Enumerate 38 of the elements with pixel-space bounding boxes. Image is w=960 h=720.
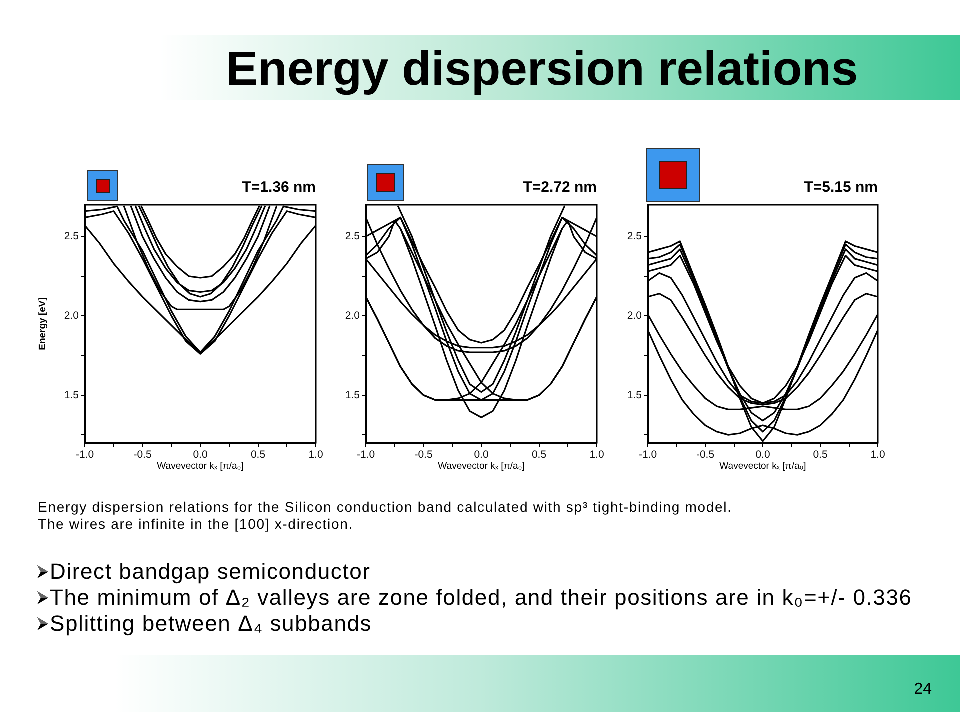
- x-tick-label: -0.5: [414, 449, 433, 462]
- x-tick-label: -1.0: [638, 449, 658, 462]
- x-tick-label: -0.5: [696, 449, 715, 462]
- y-tick-label: 2.5: [64, 230, 80, 243]
- y-tick-label: 1.5: [64, 389, 80, 402]
- x-tick-label: 0.0: [193, 449, 208, 462]
- chart-title: T=2.72 nm: [523, 179, 597, 196]
- text: Energy dispersion relations: [226, 42, 858, 98]
- text: 24: [914, 681, 932, 699]
- text: Splitting between Δ₄ subbands: [50, 611, 372, 637]
- text: The minimum of Δ₂ valleys are zone folded, and their positions are in k₀=+/- 0.336: [50, 585, 912, 611]
- text: Energy dispersion relations for the Silicon conduction band calculated with sp³ tight-binding model.: [38, 499, 732, 516]
- y-axis-title: Energy [eV]: [37, 298, 48, 350]
- chart-title: T=1.36 nm: [242, 179, 316, 196]
- x-tick-label: -1.0: [356, 449, 376, 462]
- x-axis-title: Wavevector kₓ [π/a₀]: [720, 460, 806, 472]
- x-tick-label: 0.5: [813, 449, 828, 462]
- x-tick-label: 0.0: [756, 449, 770, 462]
- x-tick-label: 0.0: [474, 449, 489, 462]
- text: The wires are infinite in the [100] x-direction.: [38, 516, 354, 533]
- y-tick-label: 2.0: [64, 310, 80, 322]
- x-tick-label: 0.5: [532, 449, 547, 462]
- x-tick-label: 1.0: [590, 449, 604, 462]
- x-tick-label: -1.0: [76, 449, 94, 462]
- x-tick-label: 1.0: [308, 449, 324, 462]
- x-axis-title: Wavevector kₓ [π/a₀]: [438, 460, 525, 472]
- y-tick-label: 1.5: [627, 389, 642, 402]
- y-tick-label: 2.0: [627, 310, 642, 322]
- y-tick-label: 2.5: [627, 230, 642, 243]
- x-axis-title: Wavevector kₓ [π/a₀]: [157, 460, 244, 472]
- x-tick-label: -0.5: [134, 449, 152, 462]
- text: Direct bandgap semiconductor: [50, 559, 371, 585]
- x-tick-label: 0.5: [250, 449, 266, 462]
- y-tick-label: 2.5: [345, 230, 360, 243]
- y-tick-label: 1.5: [345, 389, 360, 402]
- chart-title: T=5.15 nm: [804, 179, 878, 196]
- x-tick-label: 1.0: [870, 449, 886, 462]
- y-tick-label: 2.0: [345, 310, 360, 322]
